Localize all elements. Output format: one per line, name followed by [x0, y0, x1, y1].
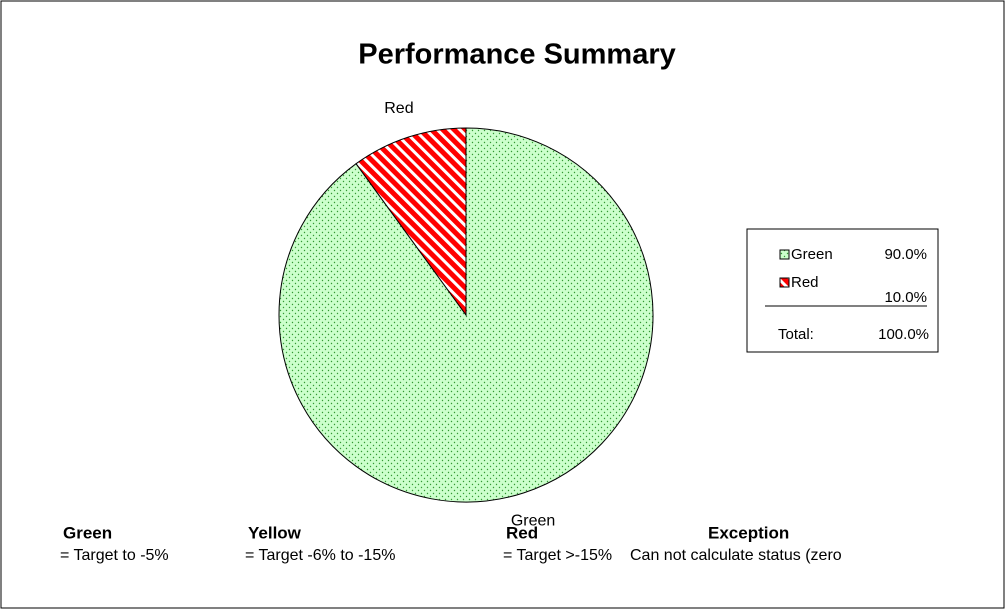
note-text: = Target >-15%	[503, 547, 612, 564]
legend-value: 10.0%	[884, 289, 927, 306]
total-value: 100.0%	[878, 326, 929, 343]
note-text: Can not calculate status (zero	[630, 547, 842, 564]
slice-label: Red	[384, 100, 413, 117]
note-name: Red	[506, 523, 538, 542]
legend-swatch	[779, 277, 790, 288]
legend-label: Red	[791, 274, 819, 291]
legend-swatch	[779, 249, 790, 260]
legend-box	[746, 228, 939, 353]
pie-slice	[355, 127, 467, 317]
total-label: Total:	[778, 326, 814, 343]
chart-title: Performance Summary	[358, 39, 676, 71]
note-text: = Target to -5%	[60, 547, 169, 564]
legend-label: Green	[791, 246, 833, 263]
legend-value: 90.0%	[884, 246, 927, 263]
note-name: Green	[63, 523, 112, 542]
slice-label: Green	[511, 513, 555, 530]
note-name: Yellow	[248, 523, 302, 542]
note-name: Exception	[708, 523, 789, 542]
note-text: = Target -6% to -15%	[245, 547, 395, 564]
